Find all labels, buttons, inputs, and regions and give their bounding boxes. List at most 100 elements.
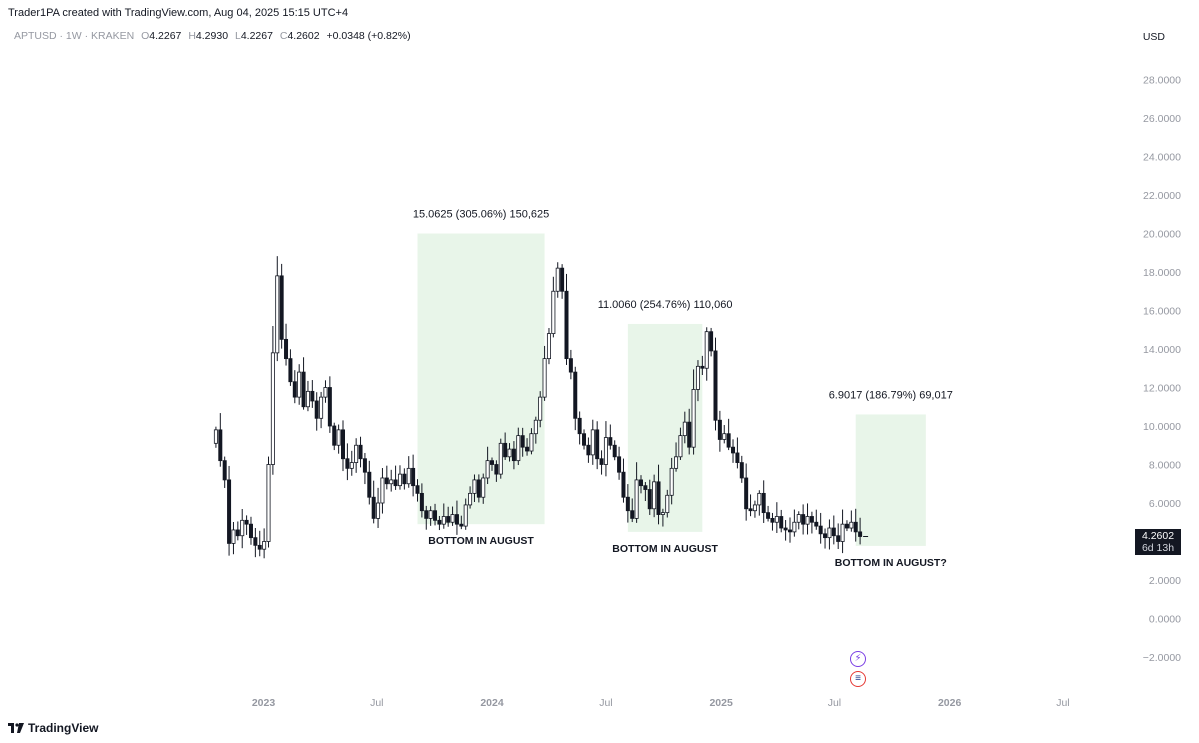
candle-body <box>608 437 613 446</box>
last-price-tag: 4.2602 6d 13h <box>1135 529 1181 555</box>
candle-body <box>678 435 683 458</box>
candle-body <box>441 516 446 525</box>
lightning-event-icon[interactable]: ⚡ <box>850 651 866 667</box>
candle-body <box>384 477 389 485</box>
candle-body <box>332 425 337 446</box>
candle-body <box>319 396 324 419</box>
candle-body <box>218 429 223 462</box>
candle-body <box>774 516 779 523</box>
candle-body <box>827 527 832 539</box>
y-tick-label: 8.0000 <box>1149 460 1181 472</box>
candle-body <box>796 514 801 523</box>
open-value: 4.2267 <box>149 30 182 42</box>
candle-body <box>709 331 714 352</box>
low-value: 4.2267 <box>240 30 273 42</box>
candle-body <box>582 433 587 446</box>
candle-body <box>757 492 762 506</box>
candle-body <box>262 541 267 550</box>
candle-body <box>415 485 420 494</box>
symbol-info[interactable]: APTUSD · 1W · KRAKEN <box>14 30 135 42</box>
candle-body <box>240 519 245 537</box>
candle-body <box>766 512 771 519</box>
bottom-note: BOTTOM IN AUGUST? <box>835 557 947 569</box>
candle-body <box>393 479 398 487</box>
candle-body <box>341 429 346 460</box>
y-tick-label: 0.0000 <box>1149 614 1181 626</box>
candle-body <box>551 290 556 334</box>
candle-body <box>481 477 486 498</box>
candle-body <box>433 510 438 521</box>
candle-body <box>560 267 565 292</box>
candle-body <box>380 477 385 504</box>
tradingview-logo[interactable]: TradingView <box>8 721 98 735</box>
candle-body <box>625 496 630 512</box>
candle-body <box>485 460 490 479</box>
x-tick-label: Jul <box>1056 697 1069 709</box>
candle-body <box>573 371 578 419</box>
candle-body <box>511 448 516 462</box>
candle-body <box>248 523 253 539</box>
candle-body <box>783 527 788 531</box>
x-tick-label: Jul <box>370 697 383 709</box>
candle-body <box>472 479 477 494</box>
candle-body <box>213 429 218 444</box>
candle-body <box>358 444 363 460</box>
candle-body <box>603 437 608 465</box>
candle-body <box>327 387 332 427</box>
chart-credit: Trader1PA created with TradingView.com, … <box>8 7 349 19</box>
candle-body <box>660 512 665 515</box>
candle-body <box>546 333 551 360</box>
candle-body <box>419 492 424 512</box>
candle-body <box>516 435 521 462</box>
x-tick-label: Jul <box>599 697 612 709</box>
y-tick-label: −2.0000 <box>1143 652 1181 664</box>
candle-body <box>406 467 411 485</box>
candle-body <box>656 481 661 515</box>
candle-body <box>437 519 442 525</box>
candle-body <box>836 535 841 542</box>
candle-body <box>323 387 328 398</box>
candle-body <box>402 473 407 485</box>
x-tick-label: 2026 <box>938 697 962 709</box>
candle-body <box>814 521 819 527</box>
candle-body <box>801 514 806 525</box>
candle-body <box>454 514 459 525</box>
y-tick-label: 18.0000 <box>1143 267 1181 279</box>
candle-body <box>520 435 525 448</box>
candle-body <box>459 523 464 527</box>
candle-body <box>235 529 240 537</box>
us-flag-event-icon[interactable]: ≡ <box>850 671 866 687</box>
y-tick-label: 20.0000 <box>1143 229 1181 241</box>
candle-body <box>297 371 302 398</box>
candle-body <box>704 331 709 369</box>
candle-body <box>858 531 863 537</box>
candle-body <box>529 433 534 452</box>
change-value: +0.0348 (+0.82%) <box>326 30 411 42</box>
candle-body <box>292 381 297 398</box>
candle-body <box>231 529 236 544</box>
candle-body <box>555 267 560 292</box>
candle-body <box>310 390 315 402</box>
currency-label[interactable]: USD <box>1142 31 1165 43</box>
candle-body <box>288 358 293 383</box>
candle-body <box>717 419 722 440</box>
candle-body <box>349 462 354 469</box>
candle-body <box>270 352 275 465</box>
high-value: 4.2930 <box>195 30 229 42</box>
y-tick-label: 28.0000 <box>1143 75 1181 87</box>
candle-body <box>744 477 749 510</box>
measure-label: 6.9017 (186.79%) 69,017 <box>829 389 953 401</box>
candle-body <box>424 510 429 519</box>
candle-body <box>533 419 538 435</box>
candle-body <box>695 365 700 390</box>
measure-zone <box>855 414 926 546</box>
candle-body <box>301 371 306 408</box>
candle-body <box>700 365 705 369</box>
y-tick-label: 16.0000 <box>1143 306 1181 318</box>
measure-label: 15.0625 (305.06%) 150,625 <box>413 209 549 221</box>
candle-body <box>367 471 372 498</box>
candle-body <box>314 400 319 419</box>
candle-body <box>503 442 508 458</box>
candle-body <box>428 510 433 519</box>
